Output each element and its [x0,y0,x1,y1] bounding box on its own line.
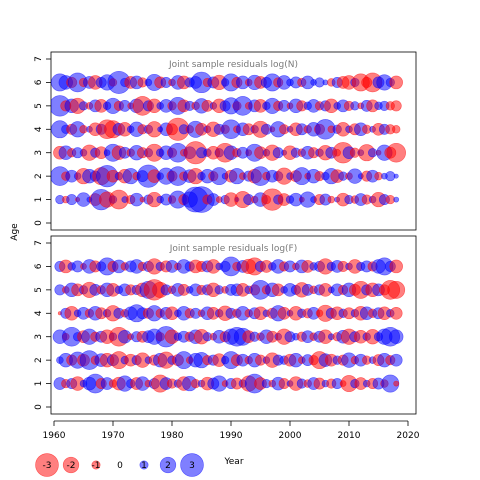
y-tick-label: 6 [34,263,44,269]
x-tick-label: 1970 [102,431,125,441]
bubble [385,171,396,182]
legend-label: 1 [141,461,147,471]
bubble [390,100,402,112]
bubble [368,148,378,158]
legend-label: -2 [67,461,76,471]
x-tick-label: 2000 [279,431,302,441]
legend-label: 2 [165,461,171,471]
x-axis: 1960 1970 1980 1990 2000 2010 2020 [43,420,420,441]
x-tick-label: 1990 [220,431,243,441]
panel-frame [50,51,417,231]
y-tick-label: 2 [34,173,44,179]
y-tick-label: 5 [34,287,44,293]
bubble [389,306,403,320]
x-tick-label: 1980 [161,431,184,441]
bubble [389,329,404,344]
y-tick-label: 4 [34,126,44,132]
legend-bubble [159,456,177,474]
bubble [327,195,336,204]
y-tick-label: 6 [34,79,44,85]
panel-title: Joint sample residuals log(N) [168,60,298,70]
bubble [386,142,406,163]
bubble [389,353,403,367]
legend-bubble [139,460,149,470]
y-tick-label: 1 [34,381,44,387]
bubbles [51,70,406,213]
legend-label: -1 [92,461,101,471]
y-tick-label: 2 [34,357,44,363]
y-tick-label: 7 [34,240,44,246]
y-tick-label: 0 [34,220,44,226]
y-axis-title: Age [10,223,20,241]
legend-bubble [180,453,204,477]
y-tick-label: 0 [34,404,44,410]
bubble [392,125,401,134]
panel-title: Joint sample residuals log(F) [169,244,297,254]
y-tick-label: 4 [34,310,44,316]
bubble [393,196,400,203]
bubble [393,173,399,179]
bubble [385,194,395,205]
x-tick-label: 2020 [397,431,420,441]
x-tick-label: 1960 [43,431,66,441]
y-tick-label: 3 [34,334,44,340]
bubble [389,259,403,274]
legend-label: -3 [43,461,52,471]
x-tick-label: 2010 [338,431,361,441]
bubble [393,380,400,387]
bubble [389,75,403,90]
bubble [387,280,406,299]
panel-frame [50,235,417,415]
y-tick-label: 3 [34,150,44,156]
legend-bubble [62,456,80,474]
legend-label: 3 [189,461,195,471]
legend-bubble [91,460,101,470]
bubbles [52,256,406,394]
x-axis-title: Year [223,457,243,467]
y-tick-label: 7 [34,56,44,62]
y-tick-label: 5 [34,103,44,109]
panel-1: Joint sample residuals log(N) 0 1 2 3 4 5 6 7 [34,51,417,231]
y-tick-label: 1 [34,197,44,203]
legend-bubble [35,453,59,477]
legend: -3 -2 -1 0 1 2 3 [35,453,204,477]
panels-layer: Joint sample residuals log(N)01234567Joi… [34,51,417,415]
panel-2: Joint sample residuals log(F) 0 1 2 3 4 5 6 7 [34,235,417,415]
legend-label: 0 [117,461,123,471]
